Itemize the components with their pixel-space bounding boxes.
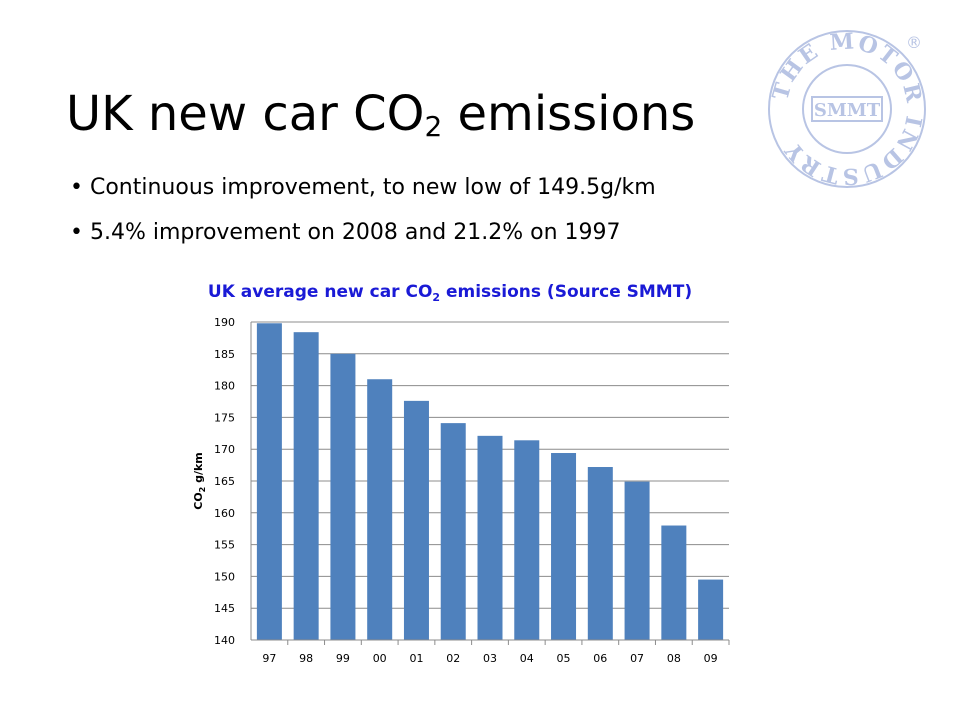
smmt-logo: THE MOTOR INDUSTRY SMMT ® [768, 28, 926, 189]
bullet-item: • 5.4% improvement on 2008 and 21.2% on … [70, 220, 621, 245]
bar [256, 323, 282, 640]
y-axis-label: CO2 g/km [192, 452, 207, 510]
y-tick-label: 190 [214, 316, 235, 329]
y-tick-label: 150 [214, 570, 235, 583]
x-tick-label: 02 [446, 652, 460, 665]
bar [551, 453, 577, 640]
y-tick-label: 180 [214, 380, 235, 393]
y-tick-label: 175 [214, 411, 235, 424]
bar [698, 579, 724, 640]
x-tick-label: 05 [557, 652, 571, 665]
x-tick-label: 99 [336, 652, 350, 665]
chart-title: UK average new car CO2 emissions (Source… [207, 282, 693, 304]
x-tick-label: 01 [409, 652, 423, 665]
y-tick-label: 160 [214, 507, 235, 520]
y-tick-label: 155 [214, 539, 235, 552]
x-tick-label: 98 [299, 652, 313, 665]
x-tick-label: 07 [630, 652, 644, 665]
y-tick-label: 165 [214, 475, 235, 488]
bar [514, 440, 540, 640]
bullet-list: • Continuous improvement, to new low of … [70, 168, 656, 258]
bar [293, 332, 319, 640]
bar [624, 481, 650, 640]
x-tick-label: 08 [667, 652, 681, 665]
bar [330, 353, 356, 640]
bar [477, 435, 503, 640]
bar [661, 525, 687, 640]
x-tick-label: 03 [483, 652, 497, 665]
x-tick-label: 09 [704, 652, 718, 665]
x-tick-label: 06 [593, 652, 607, 665]
y-tick-label: 140 [214, 634, 235, 647]
bar [587, 467, 613, 640]
x-tick-label: 04 [520, 652, 534, 665]
y-tick-label: 170 [214, 443, 235, 456]
y-tick-label: 185 [214, 348, 235, 361]
logo-center-text: SMMT [814, 100, 881, 121]
bar [367, 379, 393, 640]
x-tick-label: 00 [373, 652, 387, 665]
x-tick-label: 97 [262, 652, 276, 665]
bullet-item: • Continuous improvement, to new low of … [70, 175, 656, 200]
bar-chart: 140 145 150 155 160 165 170 175 180 185 190 97 98 99 0… [192, 316, 730, 665]
bar [440, 423, 466, 640]
registered-mark: ® [906, 33, 922, 52]
slide-title: UK new car CO2 emissions [66, 86, 696, 143]
bar [403, 400, 429, 640]
y-tick-label: 145 [214, 602, 235, 615]
